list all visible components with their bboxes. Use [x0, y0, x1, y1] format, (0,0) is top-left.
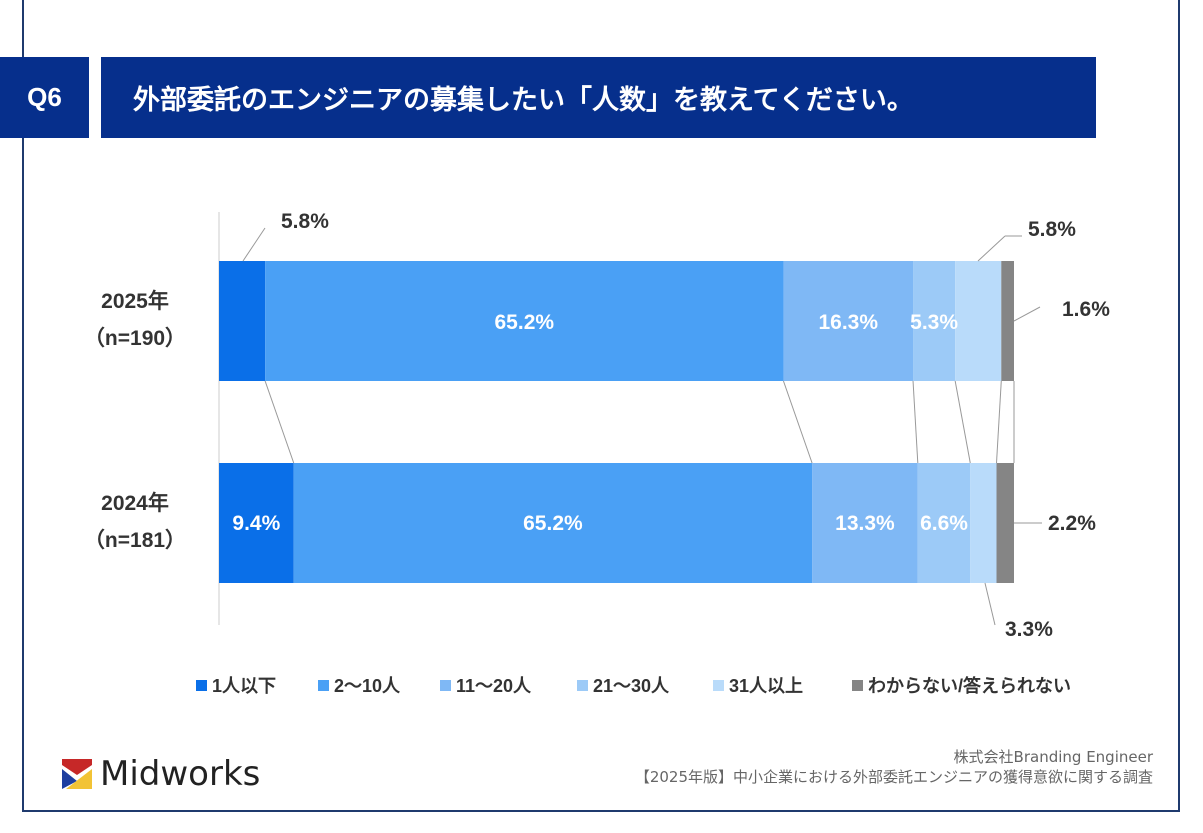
- bar-segment: [955, 261, 1002, 381]
- chart-title: 外部委託のエンジニアの募集したい「人数」を教えてください。: [101, 57, 1096, 138]
- data-label: 9.4%: [232, 512, 280, 535]
- bar-segment: [293, 463, 813, 583]
- connector-line: [912, 380, 919, 464]
- question-number: Q6: [0, 57, 89, 138]
- legend-swatch: [440, 680, 451, 691]
- connector-line: [954, 380, 971, 464]
- midworks-logo: Midworks: [62, 754, 260, 794]
- bar-segment: [996, 463, 1014, 583]
- bar-segment: [970, 463, 997, 583]
- legend-swatch: [852, 680, 863, 691]
- data-label: 1.6%: [1062, 298, 1110, 321]
- data-label: 5.8%: [281, 210, 329, 233]
- legend-label: 11〜20人: [456, 676, 532, 696]
- bar-segment: [812, 463, 918, 583]
- legend-label: 31人以上: [729, 676, 803, 696]
- data-label: 65.2%: [523, 512, 583, 535]
- leader-line: [242, 227, 266, 262]
- bar-segment: [265, 261, 784, 381]
- bar-segment: [219, 463, 294, 583]
- connector-line: [782, 380, 813, 464]
- survey-name: 【2025年版】中小企業における外部委託エンジニアの獲得意欲に関する調査: [634, 768, 1153, 786]
- data-label: 5.8%: [1028, 218, 1076, 241]
- leader-line: [984, 582, 996, 626]
- category-label: 2025年: [101, 289, 169, 313]
- category-label: 2024年: [101, 491, 169, 515]
- legend-label: 1人以下: [212, 676, 276, 696]
- category-n-label: （n=190）: [84, 326, 186, 350]
- legend-swatch: [577, 680, 588, 691]
- legend-swatch: [713, 680, 724, 691]
- data-label: 16.3%: [818, 311, 878, 334]
- data-label: 2.2%: [1048, 512, 1096, 535]
- connector-line: [264, 380, 295, 464]
- data-label: 5.3%: [910, 311, 958, 334]
- legend-label: わからない/答えられない: [868, 675, 1071, 696]
- data-label: 65.2%: [495, 311, 555, 334]
- midworks-logo-icon: [62, 759, 92, 789]
- bar-segment: [1001, 261, 1014, 381]
- credit: 株式会社Branding Engineer 【2025年版】中小企業における外部…: [635, 747, 1153, 787]
- data-label: 13.3%: [835, 512, 895, 535]
- bar-segment: [219, 261, 266, 381]
- company-name: 株式会社Branding Engineer: [953, 748, 1153, 766]
- logo-text: Midworks: [100, 754, 261, 794]
- leader-line: [1013, 306, 1041, 322]
- category-n-label: （n=181）: [84, 528, 186, 552]
- bar-segment: [917, 463, 971, 583]
- legend-label: 21〜30人: [593, 676, 670, 696]
- bar-segment: [913, 261, 956, 381]
- data-label: 6.6%: [920, 512, 968, 535]
- data-label: 3.3%: [1005, 618, 1053, 641]
- connector-line: [996, 380, 1002, 464]
- legend-swatch: [196, 680, 207, 691]
- leader-line: [977, 235, 1006, 262]
- chart-frame: [22, 0, 1180, 812]
- bar-segment: [783, 261, 914, 381]
- legend-swatch: [318, 680, 329, 691]
- legend-label: 2〜10人: [334, 676, 401, 696]
